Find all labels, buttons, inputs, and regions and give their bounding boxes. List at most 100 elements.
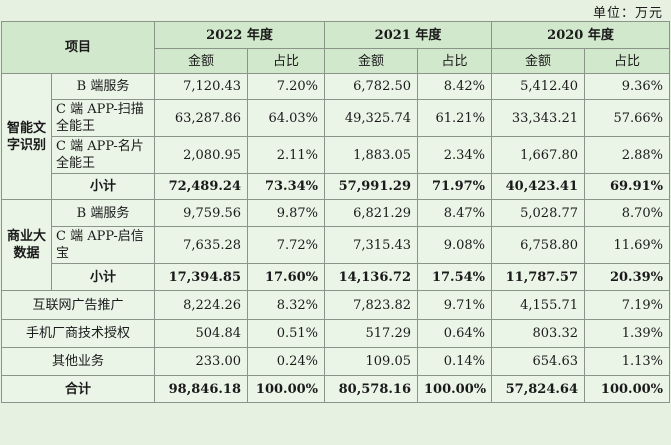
cell-amount: 9,759.56	[154, 199, 249, 227]
cell-ratio: 17.60%	[247, 263, 326, 291]
cell-amount: 72,489.24	[154, 173, 249, 200]
table-row: 互联网广告推广 8,224.26 8.32% 7,823.82 9.71% 4,…	[0, 290, 671, 320]
cell-ratio: 7.72%	[247, 226, 326, 264]
row-label: B 端服务	[50, 199, 156, 227]
row-label: 手机厂商技术授权	[0, 319, 156, 348]
group-label: 商业大数据	[1, 199, 52, 291]
total-row: 合计 98,846.18 100.00% 80,578.16 100.00% 5…	[0, 375, 671, 403]
revenue-table: 项目 2022 年度 2021 年度 2020 年度 金额 占比 金额 占比 金…	[0, 21, 671, 403]
cell-amount: 57,991.29	[324, 173, 419, 200]
cell-amount: 40,423.41	[491, 173, 586, 200]
cell-ratio: 69.91%	[584, 173, 671, 200]
cell-amount: 2,080.95	[154, 136, 249, 174]
row-label: 互联网广告推广	[0, 290, 156, 320]
cell-amount: 1,667.80	[491, 136, 586, 174]
header-item: 项目	[0, 21, 156, 74]
group-label: 智能文字识别	[1, 73, 52, 200]
cell-amount: 49,325.74	[324, 99, 419, 137]
cell-ratio: 0.14%	[417, 347, 493, 376]
cell-amount: 7,635.28	[154, 226, 249, 264]
header-ratio: 占比	[417, 48, 493, 74]
cell-ratio: 64.03%	[247, 99, 326, 137]
cell-ratio: 73.34%	[247, 173, 326, 200]
cell-ratio: 2.11%	[247, 136, 326, 174]
cell-ratio: 0.24%	[247, 347, 326, 376]
header-year-2021: 2021 年度	[324, 21, 493, 49]
cell-amount: 7,315.43	[324, 226, 419, 264]
unit-label: 单位：万元	[592, 6, 663, 21]
cell-amount: 6,782.50	[324, 73, 419, 100]
cell-ratio: 9.08%	[417, 226, 493, 264]
row-label: C 端 APP-名片全能王	[50, 136, 156, 174]
cell-ratio: 9.87%	[247, 199, 326, 227]
cell-amount: 233.00	[154, 347, 249, 376]
header-ratio: 占比	[247, 48, 326, 74]
cell-amount: 5,412.40	[491, 73, 586, 100]
cell-ratio: 1.13%	[584, 347, 671, 376]
total-label: 合计	[0, 375, 156, 403]
cell-amount: 11,787.57	[491, 263, 586, 291]
subtotal-label: 小计	[50, 263, 156, 291]
cell-amount: 14,136.72	[324, 263, 419, 291]
cell-amount: 4,155.71	[491, 290, 586, 320]
cell-ratio: 2.34%	[417, 136, 493, 174]
cell-ratio: 11.69%	[584, 226, 671, 264]
cell-ratio: 100.00%	[247, 375, 326, 403]
cell-amount: 17,394.85	[154, 263, 249, 291]
row-label: C 端 APP-启信宝	[50, 226, 156, 264]
header-amount: 金额	[154, 48, 249, 74]
cell-amount: 109.05	[324, 347, 419, 376]
table-row: 其他业务 233.00 0.24% 109.05 0.14% 654.63 1.…	[0, 347, 671, 376]
cell-ratio: 9.71%	[417, 290, 493, 320]
cell-amount: 80,578.16	[324, 375, 419, 403]
cell-ratio: 100.00%	[417, 375, 493, 403]
cell-amount: 6,758.80	[491, 226, 586, 264]
subtotal-row: 小计 17,394.85 17.60% 14,136.72 17.54% 11,…	[2, 263, 671, 291]
cell-amount: 7,120.43	[154, 73, 249, 100]
cell-ratio: 2.88%	[584, 136, 671, 174]
table-row: C 端 APP-扫描全能王 63,287.86 64.03% 49,325.74…	[2, 99, 671, 137]
table-row: 智能文字识别 B 端服务 7,120.43 7.20% 6,782.50 8.4…	[1, 73, 671, 200]
cell-ratio: 100.00%	[584, 375, 671, 403]
table-row: C 端 APP-启信宝 7,635.28 7.72% 7,315.43 9.08…	[2, 226, 671, 264]
header-amount: 金额	[491, 48, 586, 74]
header-year-2022: 2022 年度	[154, 21, 326, 49]
cell-amount: 33,343.21	[491, 99, 586, 137]
row-label: C 端 APP-扫描全能王	[50, 99, 156, 137]
cell-amount: 654.63	[491, 347, 586, 376]
cell-ratio: 1.39%	[584, 319, 671, 348]
table-row: 手机厂商技术授权 504.84 0.51% 517.29 0.64% 803.3…	[0, 319, 671, 348]
cell-amount: 57,824.64	[491, 375, 586, 403]
cell-amount: 504.84	[154, 319, 249, 348]
cell-amount: 803.32	[491, 319, 586, 348]
cell-ratio: 20.39%	[584, 263, 671, 291]
cell-ratio: 17.54%	[417, 263, 493, 291]
cell-ratio: 8.42%	[417, 73, 493, 100]
cell-amount: 6,821.29	[324, 199, 419, 227]
row-label: B 端服务	[50, 73, 156, 100]
cell-ratio: 8.47%	[417, 199, 493, 227]
subtotal-label: 小计	[50, 173, 156, 200]
header-ratio: 占比	[584, 48, 671, 74]
cell-ratio: 61.21%	[417, 99, 493, 137]
cell-ratio: 0.51%	[247, 319, 326, 348]
header-year-2020: 2020 年度	[491, 21, 671, 49]
row-label: 其他业务	[0, 347, 156, 376]
cell-amount: 517.29	[324, 319, 419, 348]
table-row: C 端 APP-名片全能王 2,080.95 2.11% 1,883.05 2.…	[2, 136, 671, 174]
cell-ratio: 8.70%	[584, 199, 671, 227]
table-row: 商业大数据 B 端服务 9,759.56 9.87% 6,821.29 8.47…	[1, 199, 671, 291]
header-amount: 金额	[324, 48, 419, 74]
cell-ratio: 71.97%	[417, 173, 493, 200]
cell-amount: 98,846.18	[154, 375, 249, 403]
cell-ratio: 9.36%	[584, 73, 671, 100]
cell-ratio: 57.66%	[584, 99, 671, 137]
cell-ratio: 7.20%	[247, 73, 326, 100]
cell-amount: 7,823.82	[324, 290, 419, 320]
cell-ratio: 0.64%	[417, 319, 493, 348]
subtotal-row: 小计 72,489.24 73.34% 57,991.29 71.97% 40,…	[2, 173, 671, 200]
cell-amount: 8,224.26	[154, 290, 249, 320]
cell-amount: 1,883.05	[324, 136, 419, 174]
cell-amount: 63,287.86	[154, 99, 249, 137]
cell-ratio: 7.19%	[584, 290, 671, 320]
